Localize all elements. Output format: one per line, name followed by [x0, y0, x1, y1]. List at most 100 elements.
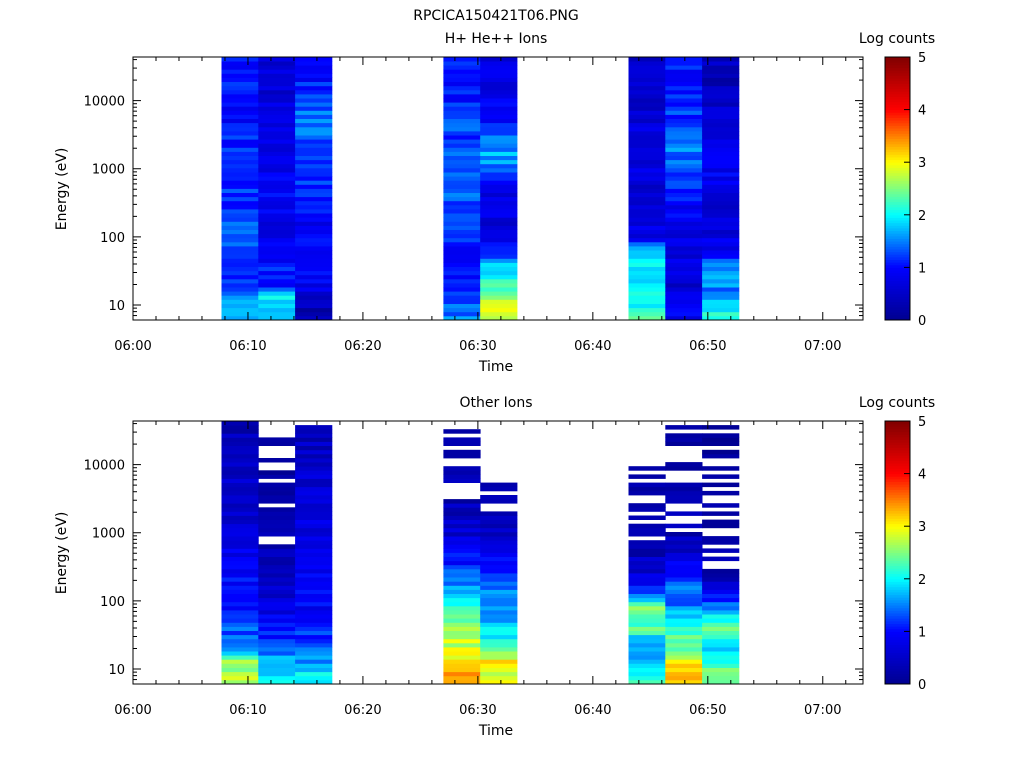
- spectrogram-cell: [665, 651, 703, 656]
- spectrogram-cell: [221, 85, 259, 91]
- colorbar-segment: [885, 291, 910, 295]
- spectrogram-cell: [258, 622, 296, 627]
- spectrogram-cell: [443, 622, 481, 627]
- spectrogram-cell: [665, 610, 703, 615]
- spectrogram-cell: [443, 200, 481, 206]
- spectrogram-cell: [480, 266, 518, 272]
- colorbar-segment: [885, 312, 910, 316]
- spectrogram-cell: [702, 94, 740, 99]
- spectrogram-cell: [628, 233, 666, 239]
- spectrogram-cell: [295, 610, 333, 615]
- colorbar-segment: [885, 130, 910, 134]
- spectrogram-cell: [221, 159, 259, 165]
- y-axis-ticks: 10 100 1000 10000: [84, 423, 863, 681]
- spectrogram-cell: [628, 61, 666, 66]
- spectrogram-cell: [295, 671, 333, 677]
- spectrogram-cell: [480, 283, 518, 288]
- colorbar-segment: [885, 122, 910, 126]
- spectrogram-cell: [628, 266, 666, 272]
- spectrogram-cell: [665, 433, 703, 438]
- spectrogram-cell: [443, 589, 481, 594]
- spectrogram-cell: [702, 196, 740, 202]
- spectrogram-cell: [702, 291, 740, 296]
- colorbar-segment: [885, 283, 910, 287]
- spectrogram-cell: [295, 605, 333, 611]
- spectrogram-cell: [443, 172, 481, 177]
- spectrogram-cell: [295, 568, 333, 574]
- spectrogram-cell: [295, 564, 333, 570]
- colorbar-segment: [885, 581, 910, 585]
- spectrogram-cell: [258, 663, 296, 668]
- spectrogram-cell: [628, 593, 666, 599]
- spectrogram-cell: [702, 270, 740, 276]
- spectrogram-cell: [221, 429, 259, 434]
- spectrogram-cell: [221, 552, 259, 557]
- spectrogram-cell: [443, 499, 481, 504]
- colorbar-segment: [885, 128, 910, 132]
- colorbar-segment: [885, 141, 910, 145]
- colorbar-segment: [885, 597, 910, 601]
- colorbar-segment: [885, 484, 910, 488]
- spectrogram-cell: [702, 651, 740, 656]
- spectrogram-cell: [443, 651, 481, 656]
- spectrogram-cell: [443, 544, 481, 549]
- spectrogram-cell: [221, 81, 259, 87]
- colorbar-segment: [885, 549, 910, 553]
- spectrogram-cell: [702, 622, 740, 627]
- spectrogram-cell: [295, 536, 333, 541]
- colorbar-segment: [885, 209, 910, 213]
- spectrogram-cell: [665, 679, 703, 685]
- spectrogram-cell: [221, 593, 259, 599]
- colorbar-segment: [885, 85, 910, 90]
- colorbar-segment: [885, 649, 910, 653]
- spectrogram-cell: [665, 291, 703, 296]
- x-tick-label: 06:10: [229, 703, 266, 718]
- spectrogram-cell: [628, 560, 666, 566]
- spectrogram-cell: [665, 250, 703, 255]
- spectrogram-cell: [665, 581, 703, 586]
- spectrogram-cell: [628, 663, 666, 668]
- spectrogram-cell: [258, 274, 296, 280]
- spectrogram-cell: [702, 642, 740, 648]
- colorbar-segment: [885, 539, 910, 543]
- spectrogram-cell: [221, 573, 259, 578]
- spectrogram-cell: [295, 295, 333, 300]
- spectrogram-cell: [221, 172, 259, 177]
- spectrogram-cell: [702, 229, 740, 235]
- spectrogram-cell: [480, 486, 518, 492]
- spectrogram-cell: [443, 217, 481, 222]
- colorbar-segment: [885, 442, 910, 446]
- spectrogram-cell: [443, 560, 481, 566]
- colorbar-segment: [885, 481, 910, 485]
- spectrogram-cell: [443, 221, 481, 226]
- spectrogram-cell: [628, 630, 666, 636]
- spectrogram-cell: [665, 311, 703, 317]
- colorbar-segment: [885, 576, 910, 580]
- spectrogram-cell: [702, 274, 740, 280]
- spectrogram-cell: [258, 98, 296, 103]
- spectrogram-cell: [221, 147, 259, 152]
- spectrogram-cell: [480, 180, 518, 185]
- spectrogram-cell: [258, 507, 296, 512]
- spectrogram-cell: [665, 552, 703, 557]
- colorbar-segment: [885, 233, 910, 237]
- spectrogram-cell: [295, 315, 333, 321]
- spectrogram-cell: [295, 495, 333, 500]
- colorbar-segment: [885, 259, 910, 263]
- spectrogram-cell: [628, 229, 666, 235]
- spectrogram-cell: [702, 630, 740, 636]
- spectrogram-cell: [221, 462, 259, 467]
- spectrogram-cell: [628, 254, 666, 259]
- colorbar-segment: [885, 172, 910, 176]
- spectrogram-cell: [221, 168, 259, 173]
- spectrogram-cell: [665, 499, 703, 504]
- spectrogram-cell: [295, 122, 333, 128]
- spectrogram-cell: [258, 122, 296, 128]
- spectrogram-cell: [702, 65, 740, 70]
- spectrogram-cell: [628, 106, 666, 111]
- colorbar-segment: [885, 196, 910, 200]
- spectrogram-cell: [665, 642, 703, 648]
- spectrogram-cell: [221, 233, 259, 239]
- colorbar-segment: [885, 162, 910, 166]
- spectrogram-cell: [702, 278, 740, 284]
